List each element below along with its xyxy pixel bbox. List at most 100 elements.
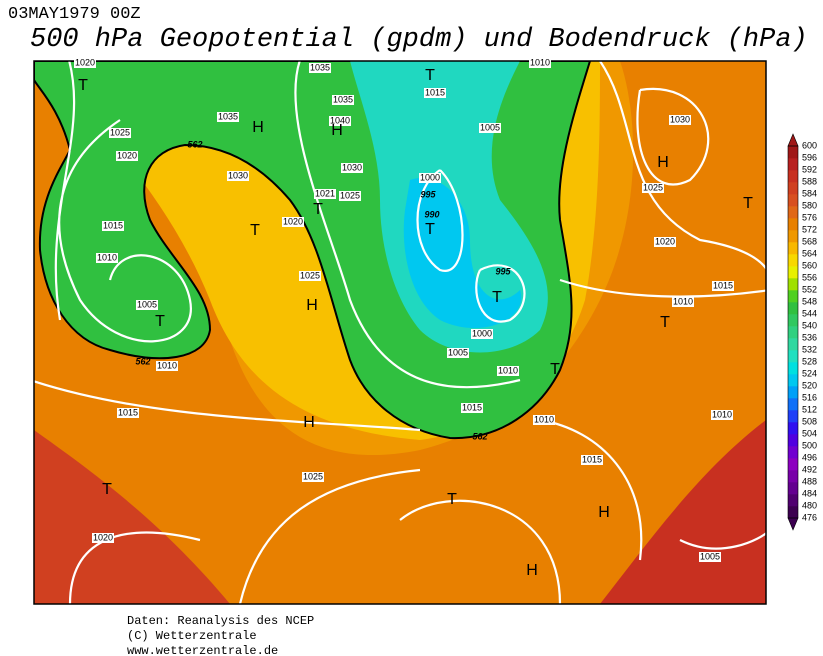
contour-label: 562 [187, 139, 202, 149]
isobar-label-bg [92, 533, 114, 543]
colorbar-label: 536 [802, 332, 817, 342]
colorbar-label: 520 [802, 380, 817, 390]
isobar-label-bg [116, 151, 138, 161]
isobar-label-bg [699, 552, 721, 562]
isobar-label: 1005 [480, 122, 500, 132]
colorbar-box [788, 278, 798, 291]
colorbar-label: 552 [802, 284, 817, 294]
isobar-label-bg [309, 63, 331, 73]
colorbar-box [788, 206, 798, 219]
colorbar-box [788, 314, 798, 327]
colorbar-label: 508 [802, 416, 817, 426]
colorbar-box [788, 242, 798, 255]
colorbar-box [788, 434, 798, 447]
colorbar-box [788, 194, 798, 207]
isobar-label: 1025 [643, 182, 663, 192]
colorbar-box [788, 410, 798, 423]
isobar-label-bg [302, 472, 324, 482]
isobar-label: 1005 [700, 551, 720, 561]
contour-label: 995 [495, 266, 511, 276]
isobar-label-bg [329, 116, 351, 126]
colorbar-label: 576 [802, 212, 817, 222]
isobar-label-bg [669, 115, 691, 125]
colorbar-label: 496 [802, 452, 817, 462]
colorbar-box [788, 266, 798, 279]
contour-label: 990 [424, 209, 439, 219]
isobar-label-bg [332, 95, 354, 105]
isobar-label: 1010 [157, 360, 177, 370]
date-label: 03MAY1979 00Z [8, 5, 141, 24]
pressure-center: T [425, 67, 435, 84]
isobar-label-bg [654, 237, 676, 247]
isobar-label: 1020 [93, 532, 113, 542]
colorbar-box [788, 422, 798, 435]
isobar-label: 1010 [534, 414, 554, 424]
colorbar-label: 596 [802, 152, 817, 162]
isobar-label-bg [227, 171, 249, 181]
colorbar-label: 512 [802, 404, 817, 414]
isobar-label-bg [341, 163, 363, 173]
isobar-label: 1035 [333, 94, 353, 104]
isobar-label: 1025 [303, 471, 323, 481]
colorbar: 476 480 484 488 492 496 500 504 508 512 516 520 524 5… [787, 133, 817, 531]
isobar-label: 1005 [137, 299, 157, 309]
pressure-center: H [657, 154, 669, 171]
isobar-label-bg [102, 221, 124, 231]
field-red-se [600, 420, 766, 604]
colorbar-box [788, 482, 798, 495]
isobar-label: 1010 [673, 296, 693, 306]
colorbar-label: 524 [802, 368, 817, 378]
isobar-label-bg [471, 329, 493, 339]
pressure-center: H [303, 414, 315, 431]
colorbar-box [788, 290, 798, 303]
colorbar-label: 600 [802, 140, 817, 150]
isobar-label-bg [711, 410, 733, 420]
isobar-label: 1030 [670, 114, 690, 124]
isobar-label-bg [299, 271, 321, 281]
colorbar-label: 480 [802, 500, 817, 510]
isobar-label-bg [461, 403, 483, 413]
colorbar-label: 592 [802, 164, 817, 174]
isobar-label: 1020 [283, 216, 303, 226]
isobar-label: 1000 [472, 328, 492, 338]
pressure-center: T [743, 195, 753, 212]
colorbar-box [788, 170, 798, 183]
pressure-center: T [492, 289, 502, 306]
isobar-label: 1035 [310, 62, 330, 72]
isobar-label-bg [96, 253, 118, 263]
colorbar-box [788, 398, 798, 411]
colorbar-box [788, 326, 798, 339]
isobar-label: 1010 [712, 409, 732, 419]
isobar-label-bg [156, 361, 178, 371]
isobar-label: 1020 [655, 236, 675, 246]
colorbar-label: 516 [802, 392, 817, 402]
isobar-label-bg [581, 455, 603, 465]
isobar-label: 1021 [315, 188, 335, 198]
colorbar-label: 580 [802, 200, 817, 210]
isobar-label-bg [74, 58, 96, 68]
colorbar-box [788, 374, 798, 387]
colorbar-box [788, 254, 798, 267]
isobar-label: 1015 [118, 407, 138, 417]
isobar-label-bg [479, 123, 501, 133]
isobar-label: 1020 [75, 57, 95, 67]
pressure-center: T [250, 222, 260, 239]
colorbar-label: 568 [802, 236, 817, 246]
pressure-center: H [252, 119, 264, 136]
colorbar-label: 532 [802, 344, 817, 354]
colorbar-label: 492 [802, 464, 817, 474]
isobar-label-bg [533, 415, 555, 425]
colorbar-label: 556 [802, 272, 817, 282]
colorbar-label: 564 [802, 248, 817, 258]
colorbar-box [788, 338, 798, 351]
pressure-center: T [447, 491, 457, 508]
colorbar-box [788, 182, 798, 195]
isobar-label: 1000 [420, 172, 440, 182]
pressure-center: H [526, 562, 538, 579]
pressure-center: T [313, 201, 323, 218]
colorbar-label: 504 [802, 428, 817, 438]
colorbar-box [788, 350, 798, 363]
colorbar-box [788, 494, 798, 507]
contour-label: 562 [472, 431, 487, 441]
